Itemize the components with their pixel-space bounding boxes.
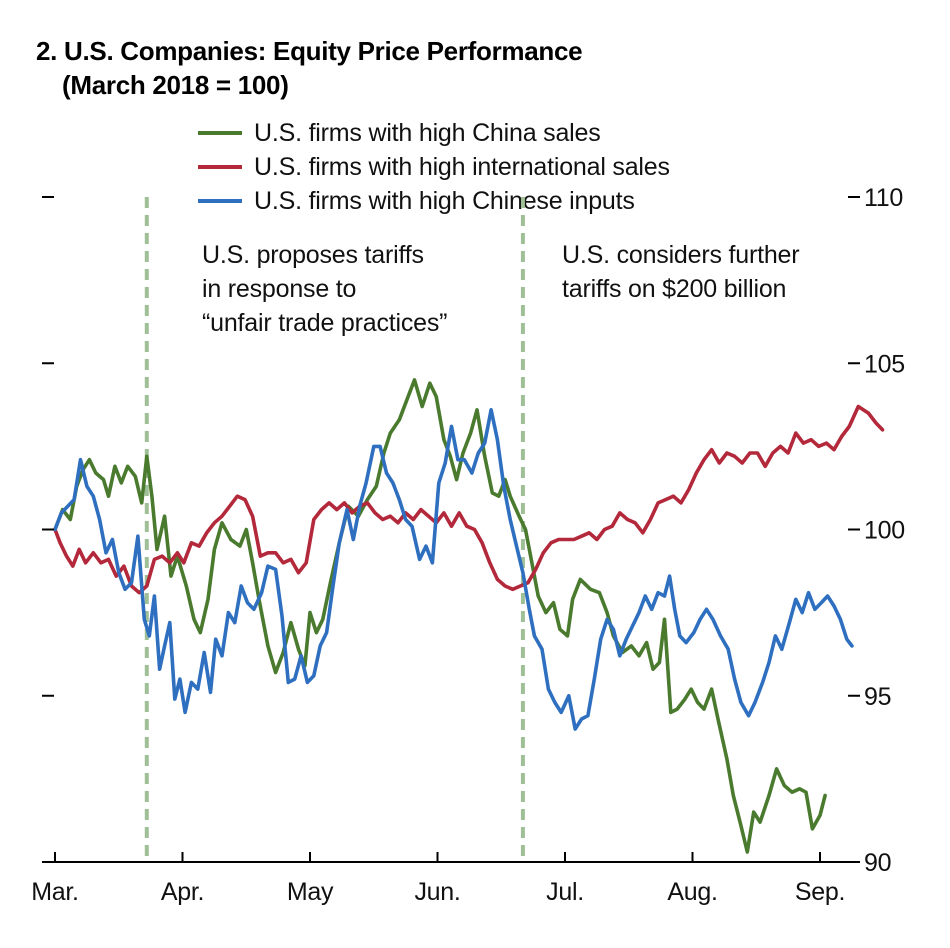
y-tick-label: 110 [864, 184, 903, 212]
y-tick-label: 95 [864, 683, 891, 711]
x-tick-label: Jul. [546, 878, 584, 906]
legend-swatch [198, 165, 242, 169]
y-tick-label: 90 [864, 849, 891, 877]
legend-item: U.S. firms with high international sales [198, 150, 670, 184]
x-tick-label: May [287, 878, 334, 906]
series-line-2 [53, 404, 885, 595]
series-line-3 [53, 408, 854, 731]
legend-label: U.S. firms with high Chinese inputs [254, 186, 635, 215]
series-lines [53, 378, 885, 854]
legend-swatch [198, 199, 242, 203]
legend-swatch [198, 131, 242, 135]
series-line-1 [53, 378, 827, 854]
chart-axes: Mar. Apr. May Jun. Jul. Aug. Sep. 90 95 100 105 110 [31, 184, 905, 906]
legend-label: U.S. firms with high China sales [254, 118, 601, 147]
x-tick-label: Apr. [161, 878, 204, 906]
event-lines [144, 197, 525, 862]
x-tick-label: Jun. [414, 878, 460, 906]
chart-title: 2. U.S. Companies: Equity Price Performa… [36, 34, 583, 102]
chart-legend: U.S. firms with high China sales U.S. fir… [198, 116, 670, 218]
legend-item: U.S. firms with high China sales [198, 116, 670, 150]
legend-label: U.S. firms with high international sales [254, 152, 670, 181]
x-tick-label: Sep. [795, 878, 845, 906]
chart-subtitle: (March 2018 = 100) [62, 70, 289, 100]
annotation-tariffs-proposed: U.S. proposes tariffs in response to “un… [202, 241, 448, 337]
legend-item: U.S. firms with high Chinese inputs [198, 184, 670, 218]
chart-title-main: 2. U.S. Companies: Equity Price Performa… [36, 36, 583, 66]
y-tick-label: 100 [864, 517, 905, 545]
x-tick-label: Aug. [667, 878, 717, 906]
annotation-further-tariffs: U.S. considers further tariffs on $200 b… [562, 241, 800, 303]
y-tick-label: 105 [864, 350, 905, 378]
x-tick-label: Mar. [31, 878, 78, 906]
